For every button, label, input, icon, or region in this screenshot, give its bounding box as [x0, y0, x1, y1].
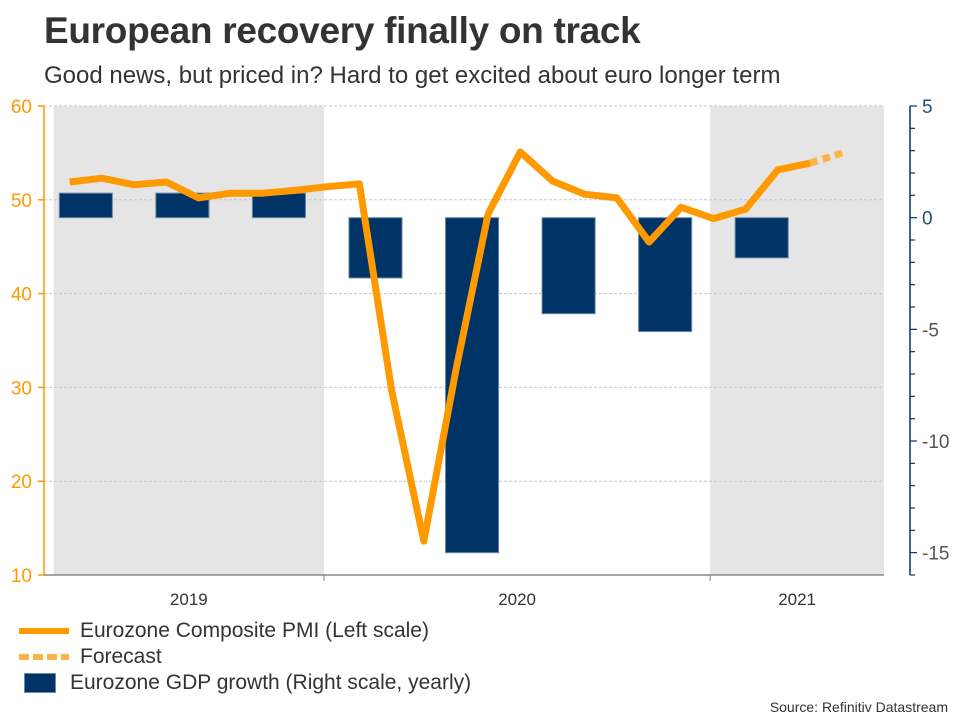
legend-dashed-swatch [18, 654, 70, 660]
legend-line-swatch [18, 628, 70, 634]
axes [38, 105, 917, 581]
left-tick-label: 50 [11, 191, 32, 212]
gdp-bar [58, 192, 113, 219]
pmi-lines [69, 148, 844, 545]
left-tick-label: 20 [11, 472, 32, 493]
right-tick-label: -15 [922, 544, 949, 565]
legend-item-forecast: Forecast [18, 644, 471, 670]
source-note: Source: Refinitiv Datastream [769, 699, 948, 715]
right-tick-label: -5 [922, 320, 939, 341]
chart-title: European recovery finally on track [44, 10, 641, 51]
x-tick-label: 2020 [498, 590, 536, 609]
chart-subtitle: Good news, but priced in? Hard to get ex… [44, 62, 781, 89]
gdp-bar [541, 217, 596, 315]
gdp-bar [348, 217, 403, 279]
right-tick-label: 5 [922, 97, 933, 118]
forecast-line [808, 149, 844, 167]
legend-item-gdp: Eurozone GDP growth (Right scale, yearly… [18, 670, 471, 696]
legend-label: Forecast [80, 645, 162, 668]
x-tick-label: 2021 [778, 590, 816, 609]
legend-label: Eurozone GDP growth (Right scale, yearly… [70, 671, 472, 694]
right-tick-label: -10 [922, 432, 949, 453]
legend: Eurozone Composite PMI (Left scale) Fore… [18, 618, 471, 696]
tick-labels: 10 20 30 40 50 60 -15 -10 -5 0 5 2019 2020 2021 [11, 97, 950, 609]
legend-item-pmi: Eurozone Composite PMI (Left scale) [18, 618, 471, 644]
shaded-region-2021 [710, 106, 884, 575]
left-tick-label: 30 [11, 378, 32, 399]
left-tick-label: 60 [11, 97, 32, 118]
pmi-line [69, 148, 811, 545]
gdp-bar [251, 192, 306, 219]
left-tick-label: 10 [11, 566, 32, 587]
gdp-bar [734, 217, 789, 259]
year-shading [53, 106, 884, 575]
legend-bar-swatch [24, 673, 56, 693]
right-tick-label: 0 [922, 209, 933, 230]
legend-label: Eurozone Composite PMI (Left scale) [80, 619, 429, 642]
x-tick-label: 2019 [170, 590, 208, 609]
left-tick-label: 40 [11, 285, 32, 306]
shaded-region-2019 [53, 106, 324, 575]
